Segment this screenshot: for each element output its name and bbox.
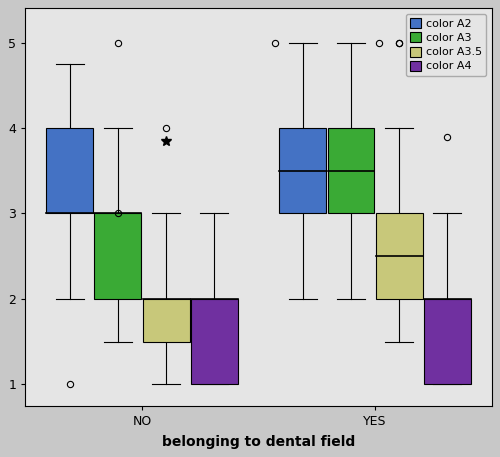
Bar [143, 299, 190, 341]
Bar [46, 128, 93, 213]
Bar [376, 213, 422, 299]
Bar [280, 128, 326, 213]
Bar [191, 299, 238, 384]
Bar [94, 213, 141, 299]
Bar [424, 299, 470, 384]
Legend: color A2, color A3, color A3.5, color A4: color A2, color A3, color A3.5, color A4 [406, 14, 486, 76]
X-axis label: belonging to dental field: belonging to dental field [162, 435, 355, 449]
Bar [328, 128, 374, 213]
